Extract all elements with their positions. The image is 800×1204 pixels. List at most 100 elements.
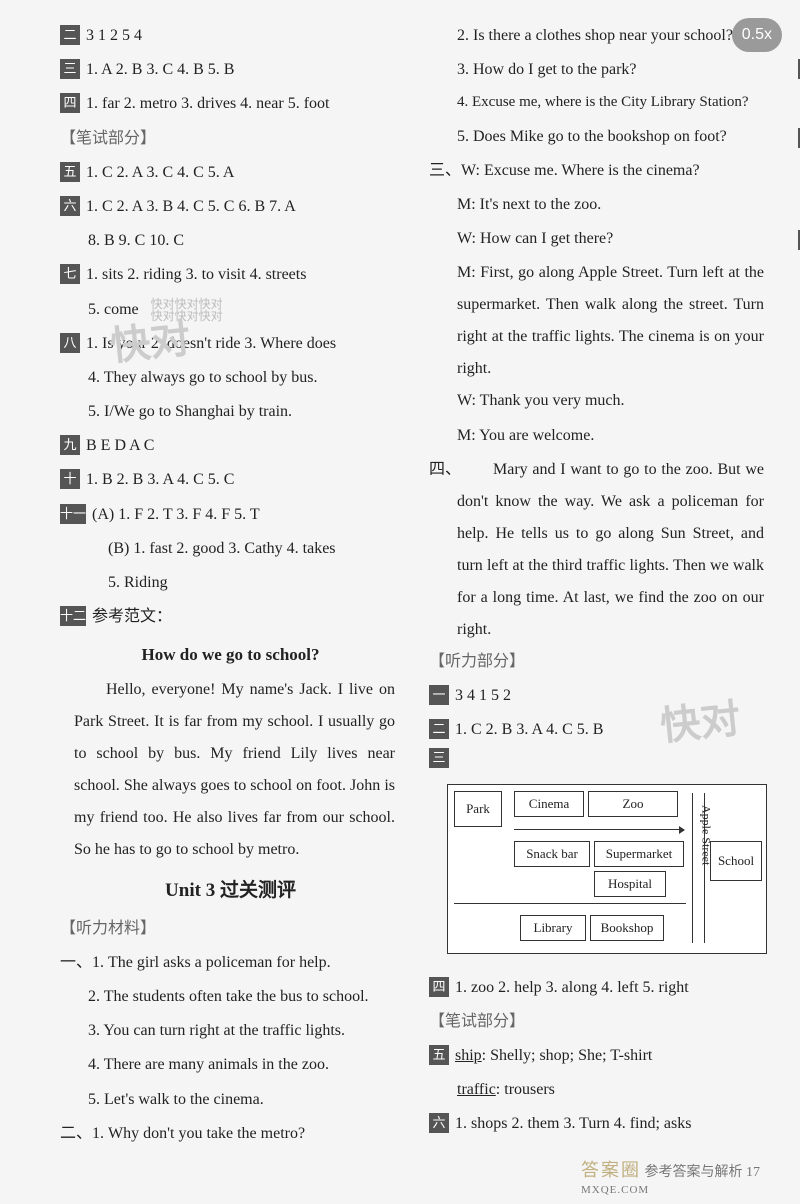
ra2-text: 1. C 2. B 3. A 4. C 5. B	[455, 721, 603, 738]
map-bookshop: Bookshop	[590, 915, 664, 941]
ans-2: 二 3 1 2 5 4	[60, 20, 401, 51]
l1-i1: 2. The students often take the bus to sc…	[88, 981, 401, 1012]
ra5b-pre: traffic	[457, 1081, 496, 1098]
map-school: School	[710, 841, 762, 881]
ans-10: 十 1. B 2. B 3. A 4. C 5. C	[60, 464, 401, 495]
num-6: 六	[60, 196, 80, 216]
l1-i0: 1. The girl asks a policeman for help.	[92, 954, 331, 971]
s4-para: Mary and I want to go to the zoo. But we…	[457, 454, 764, 646]
map-arrow	[514, 829, 684, 830]
rnum-2: 二	[429, 719, 449, 739]
l2-i1: 2. Is there a clothes shop near your sch…	[457, 20, 770, 51]
listen-2-prefix: 二、	[60, 1125, 92, 1142]
ans-4-text: 1. far 2. metro 3. drives 4. near 5. foo…	[86, 95, 329, 112]
rnum-1: 一	[429, 685, 449, 705]
rnum-6: 六	[429, 1113, 449, 1133]
ans-12-text: 参考范文：	[92, 608, 172, 625]
ans-6a-text: 1. C 2. A 3. B 4. C 5. C 6. B 7. A	[86, 198, 296, 215]
map-library: Library	[520, 915, 586, 941]
ans-12: 十二参考范文：	[60, 601, 401, 632]
written-label-right: 【笔试部分】	[429, 1006, 770, 1037]
ans-2-text: 3 1 2 5 4	[86, 27, 142, 44]
num-8: 八	[60, 333, 80, 353]
map-cinema: Cinema	[514, 791, 584, 817]
ans-6b: 8. B 9. C 10. C	[88, 225, 401, 256]
dlg0-text: W: Excuse me. Where is the cinema?	[461, 162, 700, 179]
num-11: 十一	[60, 504, 86, 524]
l2-i2: 3. How do I get to the park?	[457, 54, 770, 85]
footer-note: 参考答案与解析	[645, 1165, 743, 1180]
unit3-title: Unit 3 过关测评	[60, 872, 401, 909]
dlg-3: M: First, go along Apple Street. Turn le…	[457, 257, 764, 385]
ans-9-text: B E D A C	[86, 437, 154, 454]
listen-1-prefix: 一、	[60, 954, 92, 971]
footer-page: 17	[746, 1165, 760, 1180]
ans-3-text: 1. A 2. B 3. C 4. B 5. B	[86, 61, 234, 78]
map-snack: Snack bar	[514, 841, 590, 867]
watermark-small: 快对快对快对 快对快对快对	[151, 298, 223, 322]
dlg-5: M: You are welcome.	[457, 420, 770, 451]
ans-5-text: 1. C 2. A 3. C 4. C 5. A	[86, 164, 234, 181]
ans-7a-text: 1. sits 2. riding 3. to visit 4. streets	[86, 266, 306, 283]
ans-6a: 六 1. C 2. A 3. B 4. C 5. C 6. B 7. A	[60, 191, 401, 222]
l1-i2: 3. You can turn right at the traffic lig…	[88, 1015, 401, 1046]
num-7: 七	[60, 264, 80, 284]
map-hline	[454, 903, 686, 904]
ra4-text: 1. zoo 2. help 3. along 4. left 5. right	[455, 979, 689, 996]
listen-label-right: 【听力部分】	[429, 646, 770, 677]
listen-material-label: 【听力材料】	[60, 913, 401, 944]
s3-prefix: 三、	[429, 162, 461, 179]
listen-2-1: 二、1. Why don't you take the metro?	[60, 1118, 401, 1149]
l2-i3: 4. Excuse me, where is the City Library …	[457, 88, 770, 117]
dlg-4: W: Thank you very much.	[457, 385, 770, 416]
l2-i0: 1. Why don't you take the metro?	[92, 1125, 305, 1142]
l1-i4: 5. Let's walk to the cinema.	[88, 1084, 401, 1115]
zoom-badge: 0.5x	[732, 18, 782, 52]
footer-site: MXQE.COM	[581, 1184, 649, 1196]
num-5: 五	[60, 162, 80, 182]
ra5b-text: : trousers	[496, 1081, 555, 1098]
ra-5a: 五ship: Shelly; shop; She; T-shirt	[429, 1040, 770, 1071]
ra6a-text: 1. shops 2. them 3. Turn 4. find; asks	[455, 1115, 691, 1132]
map-park: Park	[454, 791, 502, 827]
listen-1-1: 一、1. The girl asks a policeman for help.	[60, 947, 401, 978]
rnum-5: 五	[429, 1045, 449, 1065]
written-label-left: 【笔试部分】	[60, 123, 401, 154]
map-zoo: Zoo	[588, 791, 678, 817]
rnum-4: 四	[429, 977, 449, 997]
ans-7b: 5. come 快对快对快对 快对快对快对	[88, 294, 401, 325]
ans-10-text: 1. B 2. B 3. A 4. C 5. C	[86, 471, 234, 488]
ans-11c: 5. Riding	[108, 567, 401, 598]
ans-3: 三1. A 2. B 3. C 4. B 5. B	[60, 54, 401, 85]
ans-11a-text: (A) 1. F 2. T 3. F 4. F 5. T	[92, 506, 260, 523]
ans-11a: 十一 (A) 1. F 2. T 3. F 4. F 5. T	[60, 499, 401, 530]
num-10: 十	[60, 469, 80, 489]
ans-7a: 七 1. sits 2. riding 3. to visit 4. street…	[60, 259, 401, 290]
num-4: 四	[60, 93, 80, 113]
num-2: 二	[60, 25, 80, 45]
ans-9: 九B E D A C	[60, 430, 401, 461]
map-super: Supermarket	[594, 841, 684, 867]
num-12: 十二	[60, 606, 86, 626]
s4-prefix: 四、	[429, 454, 461, 485]
ra-3: 三 Park Cinema Zoo Snack bar Supermarket …	[429, 748, 770, 968]
r-line1: 5. Does Mike go to the bookshop on foot?	[457, 121, 770, 152]
ra1-text: 3 4 1 5 2	[455, 687, 511, 704]
map-vline1	[692, 793, 693, 943]
l1-i3: 4. There are many animals in the zoo.	[88, 1049, 401, 1080]
dlg-1: M: It's next to the zoo.	[457, 189, 770, 220]
essay-title: How do we go to school?	[60, 638, 401, 671]
map-diagram: Park Cinema Zoo Snack bar Supermarket Ho…	[447, 784, 767, 954]
ra-1: 一 3 4 1 5 2	[429, 680, 770, 711]
map-street: Apple Street	[694, 805, 717, 865]
page-footer: 答案圈 参考答案与解析 17 MXQE.COM	[581, 1156, 760, 1198]
dlg-0: 三、W: Excuse me. Where is the cinema?	[429, 155, 770, 186]
ra5a-pre: ship	[455, 1047, 482, 1064]
ans-8a-text: 1. Is your 2. doesn't ride 3. Where does	[86, 335, 336, 352]
ans-8a: 八 1. Is your 2. doesn't ride 3. Where doe…	[60, 328, 401, 359]
s4-block: 四、 Mary and I want to go to the zoo. But…	[429, 454, 770, 646]
ra-5b: traffic: trousers	[457, 1074, 770, 1105]
essay-body: Hello, everyone! My name's Jack. I live …	[74, 674, 395, 866]
ans-5: 五 1. C 2. A 3. C 4. C 5. A	[60, 157, 401, 188]
ans-4: 四 1. far 2. metro 3. drives 4. near 5. fo…	[60, 88, 401, 119]
